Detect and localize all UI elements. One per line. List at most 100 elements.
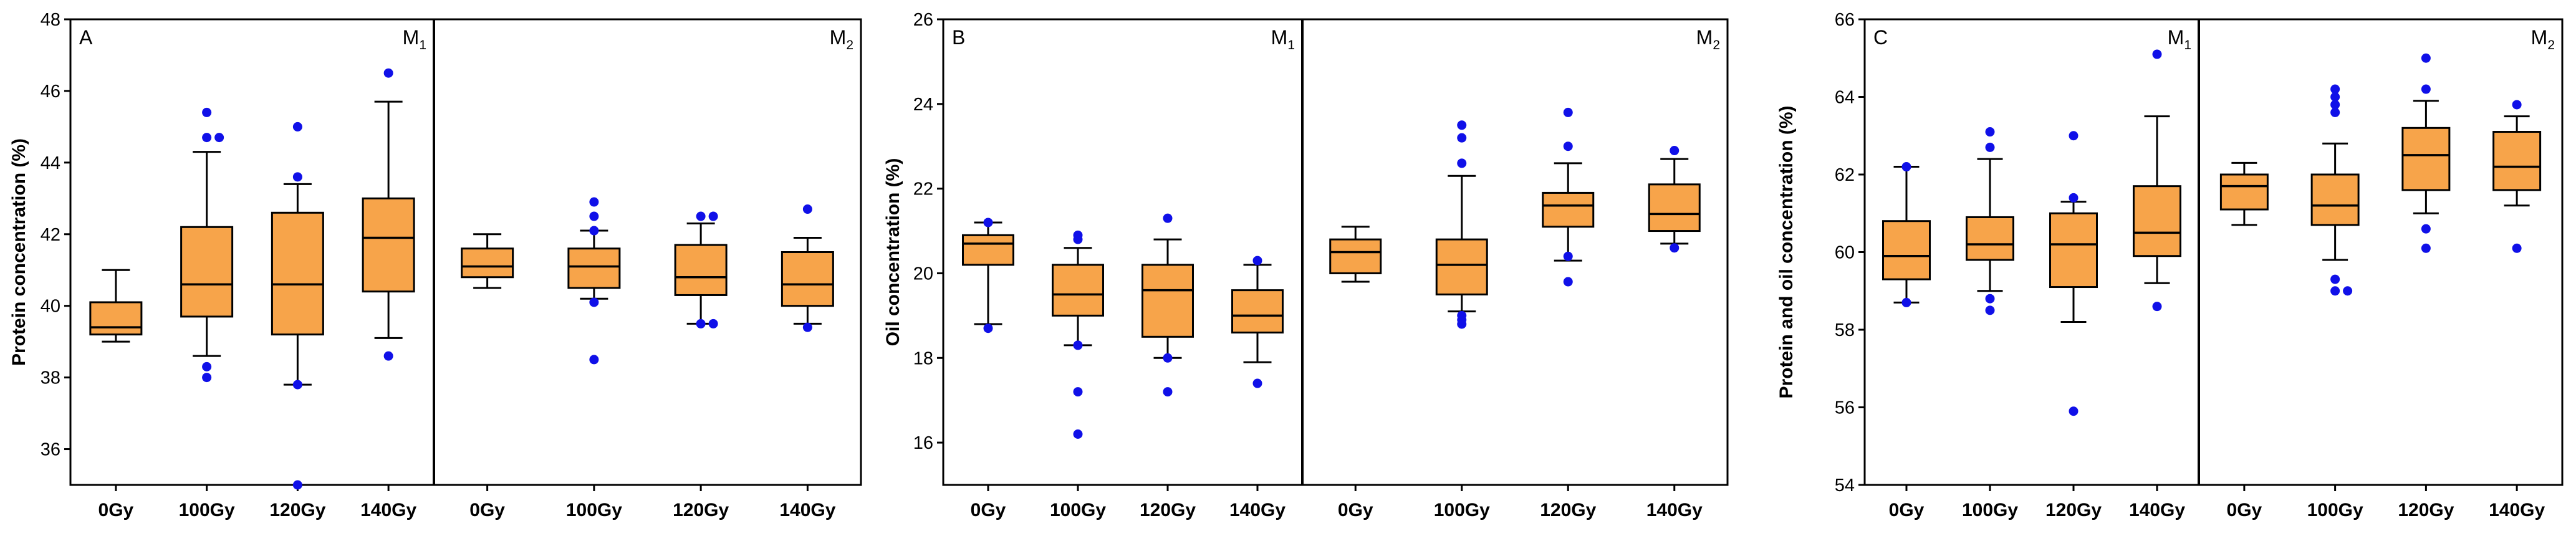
box-6: 100Gy [1434, 120, 1490, 520]
plot-frame [942, 18, 1729, 486]
outlier-point [202, 107, 212, 117]
outlier-point [292, 122, 302, 132]
box-2: 100Gy [1050, 230, 1106, 520]
y-tick-label: 40 [41, 297, 60, 317]
y-tick-label: 56 [1835, 398, 1855, 418]
box-iqr [2219, 173, 2269, 211]
outlier-point [2152, 302, 2162, 312]
x-tick-label: 120Gy [1140, 500, 1196, 520]
outlier-point [2069, 131, 2079, 141]
box-8: 140Gy [2489, 100, 2545, 520]
outlier-point [1163, 213, 1173, 223]
outlier-point [1073, 429, 1083, 439]
x-tick-label: 120Gy [673, 500, 729, 520]
outlier-point [589, 197, 599, 207]
group-label: M2 [830, 26, 853, 52]
x-tick-label: 0Gy [1889, 500, 1925, 520]
x-tick-label: 140Gy [2489, 500, 2545, 520]
x-tick-label: 0Gy [2227, 500, 2262, 520]
x-tick-label: 0Gy [971, 500, 1006, 520]
y-axis-label: Protein concentration (%) [9, 138, 29, 366]
panel-b: 16 18 20 22 24 26 Oil concentration (%) B M1 M2 0G… [883, 10, 1729, 520]
panel-label: B [952, 26, 965, 49]
box-5: 0Gy [2219, 161, 2269, 520]
y-tick-label: 64 [1835, 88, 1855, 108]
x-tick-label: 0Gy [469, 500, 505, 520]
outlier-point [2330, 274, 2340, 284]
outlier-point [1252, 378, 1262, 388]
box-iqr [2492, 131, 2542, 191]
x-tick-label: 140Gy [779, 500, 835, 520]
outlier-point [1457, 120, 1467, 130]
y-tick-label: 26 [913, 10, 933, 30]
x-tick-label: 0Gy [99, 500, 134, 520]
outlier-point [214, 133, 224, 143]
y-tick-label: 46 [41, 82, 60, 102]
outlier-point [1985, 294, 1995, 304]
outlier-point [708, 211, 718, 221]
outlier-point [1985, 142, 1995, 152]
box-iqr [1542, 191, 1595, 228]
outlier-point [1163, 353, 1173, 363]
outlier-point [1985, 305, 1995, 315]
x-tick-label: 120Gy [2045, 500, 2102, 520]
group-label: M2 [1696, 26, 1720, 52]
y-tick-label: 18 [913, 348, 933, 368]
box-4: 140Gy [2129, 49, 2185, 520]
outlier-point [1073, 387, 1083, 397]
box-5: 0Gy [1329, 226, 1382, 520]
box-1: 0Gy [962, 218, 1014, 520]
outlier-point [1163, 387, 1173, 397]
outlier-point [696, 211, 706, 221]
box-iqr [1435, 238, 1488, 295]
box-iqr [1231, 289, 1284, 334]
outlier-point [802, 204, 812, 214]
outlier-point [589, 226, 599, 236]
box-2: 100Gy [179, 107, 235, 520]
box-6: 100Gy [2307, 84, 2363, 520]
y-tick-label: 20 [913, 264, 933, 284]
x-tick-label: 120Gy [2398, 500, 2454, 520]
box-2: 100Gy [1962, 127, 2018, 520]
outlier-point [2330, 84, 2340, 94]
box-iqr [362, 197, 415, 293]
outlier-point [589, 211, 599, 221]
box-4: 140Gy [1229, 256, 1286, 520]
outlier-point [1457, 133, 1467, 143]
x-tick-label: 120Gy [1540, 500, 1596, 520]
outlier-point [1457, 158, 1467, 168]
outlier-point [2421, 224, 2431, 234]
outlier-point [2330, 100, 2340, 110]
outlier-point [383, 351, 393, 361]
box-iqr [567, 247, 621, 289]
box-iqr [271, 211, 324, 336]
box-iqr [2049, 212, 2098, 289]
y-tick-label: 66 [1835, 10, 1855, 30]
box-iqr [1141, 264, 1194, 338]
outlier-point [1563, 141, 1573, 151]
outlier-point [802, 322, 812, 332]
outlier-point [2512, 243, 2522, 253]
group-label: M1 [403, 26, 426, 52]
outlier-point [1901, 297, 1911, 307]
outlier-point [202, 362, 212, 371]
box-7: 120Gy [673, 211, 729, 520]
outlier-point [1563, 107, 1573, 117]
box-3: 120Gy [1140, 213, 1196, 520]
outlier-point [1563, 277, 1573, 287]
y-tick-label: 44 [41, 153, 60, 173]
outlier-point [696, 318, 706, 328]
box-1: 0Gy [89, 269, 143, 520]
box-iqr [1882, 220, 1931, 280]
y-tick-label: 16 [913, 433, 933, 453]
box-1: 0Gy [1882, 162, 1931, 520]
box-iqr [2310, 173, 2360, 226]
x-tick-label: 0Gy [1338, 500, 1373, 520]
outlier-point [2069, 193, 2079, 203]
outlier-point [2330, 107, 2340, 117]
box-3: 120Gy [2045, 131, 2102, 520]
box-8: 140Gy [779, 204, 836, 520]
box-6: 100Gy [566, 197, 622, 520]
outlier-point [708, 318, 718, 328]
